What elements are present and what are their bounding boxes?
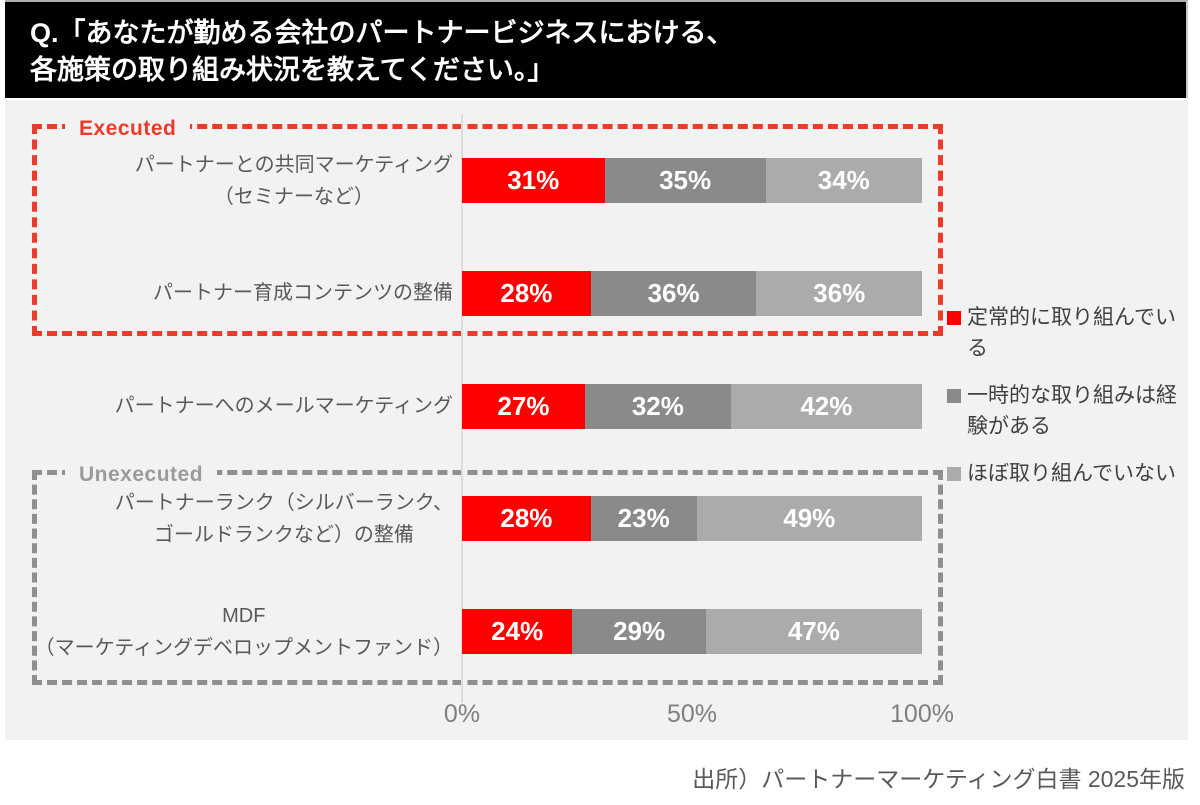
executed-label: Executed — [65, 117, 191, 141]
bar-row: MDF （マーケティングデベロップメントファンド） 24% 29% 47% — [5, 605, 1188, 659]
unexecuted-label: Unexecuted — [65, 463, 218, 487]
legend-item: 定常的に取り組んでいる — [947, 302, 1187, 364]
segment-value-label: 31% — [507, 165, 560, 195]
segment-value-label: 32% — [631, 390, 684, 421]
segment-value-label: 34% — [817, 165, 870, 195]
question-line-1: Q.「あなたが勤める会社のパートナービジネスにおける、 — [30, 18, 734, 48]
bar-segment: 36% — [756, 270, 922, 316]
bar-row: パートナー育成コンテンツの整備 28% 36% 36% — [5, 270, 1188, 316]
question-line-2: 各施策の取り組み状況を教えてください。」 — [30, 55, 555, 85]
category-label-line: ゴールドランクなど）の整備 — [153, 523, 414, 546]
category-label-line: パートナーとの共同マーケティング — [134, 153, 453, 176]
bar-row: パートナーとの共同マーケティング （セミナーなど） 31% 35% 34% — [5, 154, 1188, 208]
bar-segment: 31% — [462, 158, 605, 203]
x-axis-tick-50: 50% — [666, 700, 718, 728]
bar-segment: 47% — [705, 609, 922, 655]
segment-value-label: 24% — [491, 616, 544, 647]
bar-row: パートナーへのメールマーケティング 27% 32% 42% — [5, 383, 1188, 429]
category-label-line: パートナー育成コンテンツの整備 — [153, 282, 453, 305]
executed-group-box: Executed — [32, 117, 943, 336]
legend-swatch — [947, 311, 961, 325]
legend: 定常的に取り組んでいる 一時的な取り組みは経験があるほぼ取り組んでいない — [947, 302, 1187, 505]
x-axis-tick-100: 100% — [890, 700, 954, 728]
category-label-line: （セミナーなど） — [213, 185, 374, 208]
bar-segment: 49% — [696, 496, 922, 542]
question-header: Q.「あなたが勤める会社のパートナービジネスにおける、 各施策の取り組み状況を教… — [5, 0, 1188, 98]
stacked-bar: 27% 32% 42% — [462, 383, 922, 429]
legend-label: 一時的な取り組みは経験がある — [967, 384, 1177, 438]
chart-panel: Executed Unexecuted パートナーとの共同マーケティング （セミナ… — [5, 100, 1188, 740]
bar-segment: 32% — [584, 383, 731, 429]
segment-value-label: 42% — [800, 390, 853, 421]
legend-swatch — [947, 467, 961, 481]
unexecuted-group-box: Unexecuted — [32, 463, 943, 685]
segment-value-label: 27% — [497, 390, 550, 421]
category-label-line: MDF — [222, 604, 266, 627]
segment-value-label: 36% — [813, 277, 866, 308]
bar-segment: 29% — [572, 609, 706, 655]
bar-segment: 42% — [730, 383, 922, 429]
stacked-bar: 28% 36% 36% — [462, 270, 922, 316]
bar-segment: 34% — [765, 158, 922, 203]
category-label-line: パートナーランク（シルバーランク、 — [114, 491, 453, 514]
bar-segment: 28% — [462, 496, 591, 542]
bar-segment: 36% — [590, 270, 757, 316]
stacked-bar: 31% 35% 34% — [462, 158, 922, 203]
legend-item: ほぼ取り組んでいない — [947, 458, 1187, 489]
segment-value-label: 23% — [617, 503, 670, 534]
bar-segment: 23% — [590, 496, 697, 542]
category-label: パートナー育成コンテンツの整備 — [153, 277, 453, 309]
segment-value-label: 29% — [613, 616, 666, 647]
bar-segment: 35% — [604, 158, 766, 203]
segment-value-label: 28% — [500, 277, 553, 308]
category-label: パートナーへのメールマーケティング — [115, 390, 453, 422]
segment-value-label: 28% — [500, 503, 553, 534]
bar-segment: 27% — [462, 383, 585, 429]
bar-segment: 24% — [462, 609, 573, 655]
category-label: MDF （マーケティングデベロップメントファンド） — [35, 600, 453, 664]
bar-segment: 28% — [462, 270, 591, 316]
legend-label: ほぼ取り組んでいない — [967, 462, 1176, 485]
category-label: パートナーランク（シルバーランク、 ゴールドランクなど）の整備 — [115, 487, 453, 551]
x-axis-tick-0: 0% — [443, 700, 481, 728]
stacked-bar: 28% 23% 49% — [462, 496, 922, 542]
segment-value-label: 36% — [647, 277, 700, 308]
category-label-line: パートナーへのメールマーケティング — [114, 395, 453, 418]
bar-row: パートナーランク（シルバーランク、 ゴールドランクなど）の整備 28% 23% 49% — [5, 492, 1188, 546]
segment-value-label: 35% — [659, 165, 712, 195]
category-label-line: （マーケティングデベロップメントファンド） — [34, 636, 453, 659]
stacked-bar: 24% 29% 47% — [462, 609, 922, 655]
source-citation: 出所）パートナーマーケティング白書 2025年版 — [692, 766, 1185, 792]
legend-swatch — [947, 389, 961, 403]
segment-value-label: 49% — [783, 503, 836, 534]
legend-item: 一時的な取り組みは経験がある — [947, 380, 1187, 442]
legend-label: 定常的に取り組んでいる — [967, 306, 1176, 360]
segment-value-label: 47% — [787, 616, 840, 647]
category-label: パートナーとの共同マーケティング （セミナーなど） — [135, 149, 453, 213]
